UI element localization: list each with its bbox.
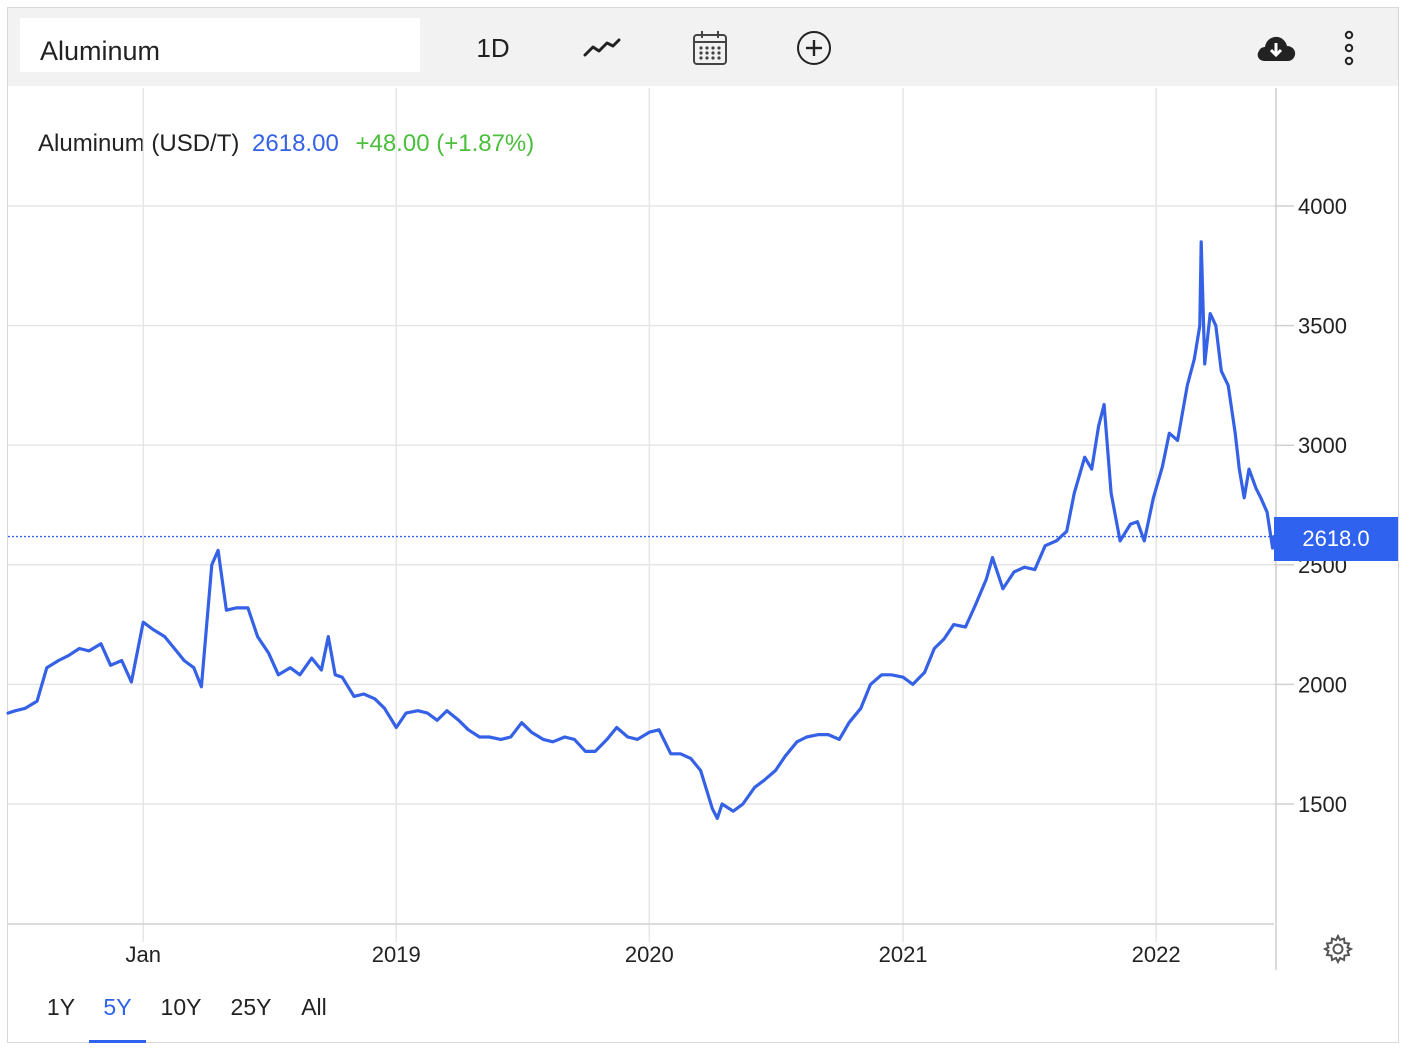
settings-gear-icon[interactable]: [1322, 933, 1354, 965]
legend-change: +48.00 (+1.87%): [355, 130, 535, 157]
range-10y-button[interactable]: 10Y: [160, 994, 202, 1020]
add-indicator-icon[interactable]: [794, 28, 834, 68]
x-tick-label: Jan: [125, 942, 160, 967]
series-layer: [6, 240, 1276, 821]
y-tick-label: 1500: [1298, 792, 1347, 817]
x-tick-label: 2021: [879, 942, 928, 967]
chart-toolbar: Aluminum 1D: [8, 8, 1398, 86]
calendar-icon[interactable]: [692, 28, 728, 68]
download-cloud-icon[interactable]: [1254, 28, 1298, 68]
series-line-aluminum: [6, 240, 1276, 821]
more-vertical-icon[interactable]: [1338, 28, 1360, 68]
symbol-search-input[interactable]: Aluminum: [20, 18, 420, 72]
y-tick-label: 3500: [1298, 314, 1347, 339]
chart-frame: [7, 7, 1399, 1043]
legend-series-name: Aluminum (USD/T): [38, 130, 240, 157]
grid-lines: [8, 88, 1274, 942]
chart-legend: Aluminum (USD/T) 2618.00 +48.00 (+1.87%): [38, 130, 534, 158]
x-tick-label: 2019: [372, 942, 421, 967]
y-tick-label: 2000: [1298, 672, 1347, 697]
range-all-button[interactable]: All: [301, 994, 327, 1020]
y-tick-label: 4000: [1298, 194, 1347, 219]
interval-button[interactable]: 1D: [476, 32, 510, 63]
current-price-tag: 2618.0: [1274, 517, 1398, 561]
legend-price: 2618.00: [252, 130, 339, 157]
range-5y-button[interactable]: 5Y: [89, 988, 146, 1043]
line-chart-icon[interactable]: [582, 28, 622, 68]
x-tick-label: 2022: [1132, 942, 1181, 967]
y-tick-label: 3000: [1298, 433, 1347, 458]
x-tick-label: 2020: [625, 942, 674, 967]
range-25y-button[interactable]: 25Y: [230, 994, 272, 1020]
range-1y-button[interactable]: 1Y: [46, 994, 76, 1020]
